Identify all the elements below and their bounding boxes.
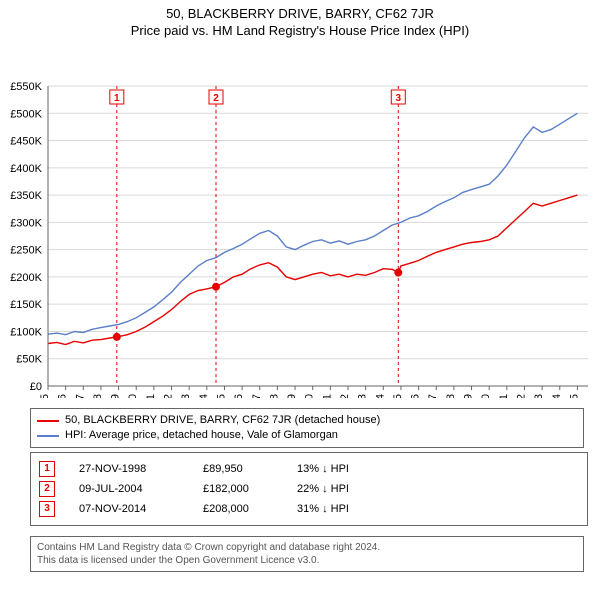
sale-price: £182,000 [203, 479, 273, 499]
svg-text:2002: 2002 [163, 394, 175, 398]
svg-text:2016: 2016 [410, 394, 422, 398]
svg-text:1996: 1996 [57, 394, 69, 398]
svg-text:2022: 2022 [515, 394, 527, 398]
svg-text:1: 1 [114, 93, 120, 104]
svg-text:2011: 2011 [321, 394, 333, 398]
svg-text:£300K: £300K [10, 217, 42, 229]
sale-delta: 13% ↓ HPI [297, 459, 387, 479]
footer-line-1: Contains HM Land Registry data © Crown c… [37, 541, 577, 554]
svg-text:2010: 2010 [304, 394, 316, 398]
svg-text:2018: 2018 [445, 394, 457, 398]
svg-text:2003: 2003 [180, 394, 192, 398]
legend-label-hpi: HPI: Average price, detached house, Vale… [65, 428, 338, 443]
svg-text:2006: 2006 [233, 394, 245, 398]
legend-label-price: 50, BLACKBERRY DRIVE, BARRY, CF62 7JR (d… [65, 413, 380, 428]
sale-marker-3: 3 [39, 501, 55, 517]
sale-price: £208,000 [203, 499, 273, 519]
svg-text:2019: 2019 [463, 394, 475, 398]
sale-delta: 22% ↓ HPI [297, 479, 387, 499]
svg-text:2025: 2025 [568, 394, 580, 398]
svg-text:£150K: £150K [10, 299, 42, 311]
legend-swatch-price [37, 420, 59, 422]
sale-date: 09-JUL-2004 [79, 479, 179, 499]
sale-delta: 31% ↓ HPI [297, 499, 387, 519]
sales-row: 1 27-NOV-1998 £89,950 13% ↓ HPI [39, 459, 579, 479]
svg-text:2: 2 [213, 93, 219, 104]
svg-text:1995: 1995 [39, 394, 51, 398]
svg-text:1997: 1997 [74, 394, 86, 398]
svg-text:£250K: £250K [10, 245, 42, 257]
sale-marker-1: 1 [39, 461, 55, 477]
svg-text:2024: 2024 [551, 394, 563, 398]
svg-text:2000: 2000 [127, 394, 139, 398]
footer-line-2: This data is licensed under the Open Gov… [37, 554, 577, 567]
sale-price: £89,950 [203, 459, 273, 479]
svg-text:2020: 2020 [480, 394, 492, 398]
svg-text:£400K: £400K [10, 163, 42, 175]
svg-text:£550K: £550K [10, 81, 42, 93]
svg-text:2012: 2012 [339, 394, 351, 398]
footer-attribution: Contains HM Land Registry data © Crown c… [30, 536, 584, 572]
svg-text:£450K: £450K [10, 136, 42, 148]
page-title: 50, BLACKBERRY DRIVE, BARRY, CF62 7JR [0, 0, 600, 21]
svg-text:£350K: £350K [10, 190, 42, 202]
price-chart: £0 £50K £100K £150K £200K £250K £300K £350K £400… [0, 38, 600, 398]
svg-text:2014: 2014 [374, 394, 386, 398]
svg-text:3: 3 [396, 93, 402, 104]
svg-text:1999: 1999 [110, 394, 122, 398]
svg-text:2017: 2017 [427, 394, 439, 398]
sale-date: 07-NOV-2014 [79, 499, 179, 519]
svg-text:2001: 2001 [145, 394, 157, 398]
svg-text:2008: 2008 [268, 394, 280, 398]
svg-text:£200K: £200K [10, 272, 42, 284]
svg-text:2023: 2023 [533, 394, 545, 398]
svg-text:2013: 2013 [357, 394, 369, 398]
sales-row: 2 09-JUL-2004 £182,000 22% ↓ HPI [39, 479, 579, 499]
svg-text:2007: 2007 [251, 394, 263, 398]
svg-text:2004: 2004 [198, 394, 210, 398]
svg-text:£100K: £100K [10, 326, 42, 338]
svg-text:2015: 2015 [392, 394, 404, 398]
svg-text:£0: £0 [30, 381, 42, 393]
svg-text:2009: 2009 [286, 394, 298, 398]
page-subtitle: Price paid vs. HM Land Registry's House … [0, 21, 600, 38]
svg-text:2021: 2021 [498, 394, 510, 398]
sales-row: 3 07-NOV-2014 £208,000 31% ↓ HPI [39, 499, 579, 519]
legend-swatch-hpi [37, 435, 59, 437]
svg-text:£500K: £500K [10, 108, 42, 120]
svg-text:£50K: £50K [16, 354, 42, 366]
svg-text:1998: 1998 [92, 394, 104, 398]
legend: 50, BLACKBERRY DRIVE, BARRY, CF62 7JR (d… [30, 408, 584, 448]
svg-text:2005: 2005 [215, 394, 227, 398]
sale-marker-2: 2 [39, 481, 55, 497]
sales-table: 1 27-NOV-1998 £89,950 13% ↓ HPI 2 09-JUL-2004… [30, 452, 588, 526]
sale-date: 27-NOV-1998 [79, 459, 179, 479]
